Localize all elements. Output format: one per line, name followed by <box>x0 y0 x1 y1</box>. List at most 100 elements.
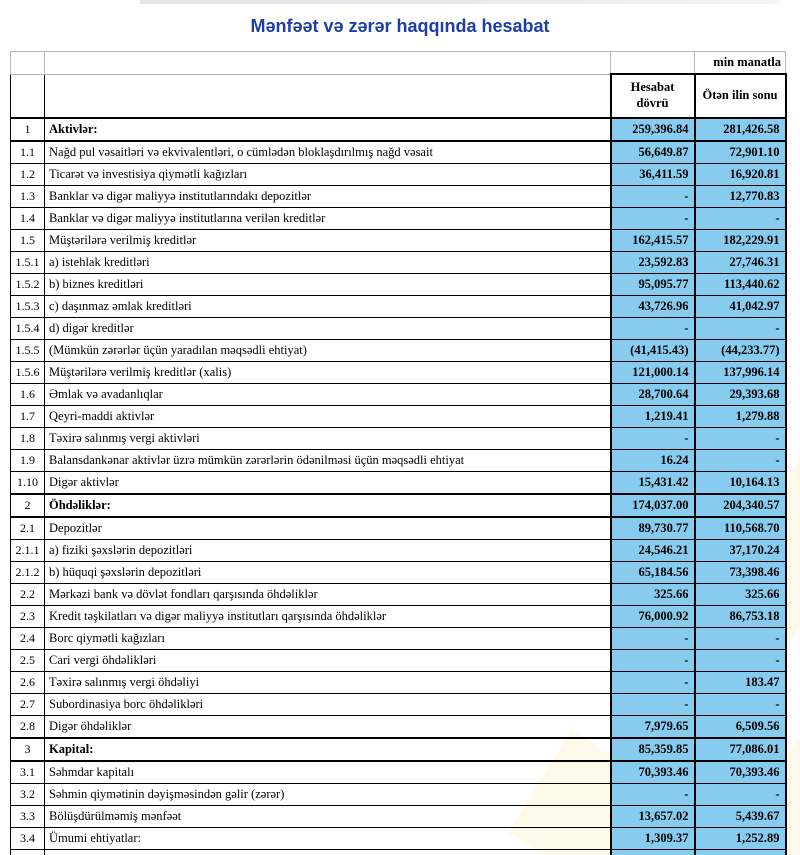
current-period-value: 23,592.83 <box>609 250 695 274</box>
table-row: 3.4.1a) kreditlər, lizinqlər və digər tə… <box>10 848 787 855</box>
current-period-value: - <box>609 648 695 672</box>
table-row: 3.2 Səhmin qiymətinin dəyişməsindən gəlir… <box>10 782 787 806</box>
previous-period-value: - <box>693 626 787 650</box>
current-period-value: 1,219.41 <box>609 404 695 428</box>
table-row: 1.9 Balansdankənar aktivlər üzrə mümkün z… <box>10 448 787 472</box>
row-number: 2.7 <box>10 692 45 716</box>
row-number: 1.5.5 <box>10 338 45 362</box>
previous-period-value: - <box>693 448 787 472</box>
table-row: 2.1.1 a) fiziki şəxslərin depozitləri 24,5… <box>10 538 787 562</box>
row-number: 3 <box>10 736 45 762</box>
current-period-value: 1,168.41 <box>609 848 695 855</box>
table-row: 1.5.5 (Mümkün zərərlər üçün yaradılan məq… <box>10 338 787 362</box>
previous-period-value: 16,920.81 <box>693 162 787 186</box>
row-number: 3.4 <box>10 826 45 850</box>
row-number: 1.6 <box>10 382 45 406</box>
previous-period-value: 73,398.46 <box>693 560 787 584</box>
row-label: Digər aktivlər <box>44 470 611 494</box>
current-period-value: 28,700.64 <box>609 382 695 406</box>
current-period-value: 15,431.42 <box>609 470 695 494</box>
row-label: a) kreditlər, lizinqlər və digər tələblə… <box>44 848 611 855</box>
table-row: 2.4 Borc qiymətli kağızları - - <box>10 626 787 650</box>
previous-period-value: 77,086.01 <box>693 736 787 762</box>
current-period-value: - <box>609 670 695 694</box>
previous-period-value: 1,157.65 <box>693 848 787 855</box>
previous-period-value: - <box>693 782 787 806</box>
table-row: 2.8 Digər öhdəliklər 7,979.65 6,509.56 <box>10 714 787 738</box>
row-label: Subordinasiya borc öhdəlikləri <box>44 692 611 716</box>
row-label: Öhdəliklər: <box>44 492 611 518</box>
previous-period-value: 183.47 <box>693 670 787 694</box>
table-row: 1.5.4 d) digər kreditlər - - <box>10 316 787 340</box>
row-label: Borc qiymətli kağızları <box>44 626 611 650</box>
previous-period-value: 1,252.89 <box>693 826 787 850</box>
row-number: 1.1 <box>10 140 45 164</box>
previous-period-value: 110,568.70 <box>693 516 787 540</box>
previous-period-value: - <box>693 426 787 450</box>
row-label: Nağd pul vəsaitləri və ekvivalentləri, o… <box>44 140 611 164</box>
row-label: Balansdankənar aktivlər üzrə mümkün zərə… <box>44 448 611 472</box>
table-row: 3.3 Bölüşdürülməmiş mənfəət 13,657.02 5,439… <box>10 804 787 828</box>
row-number: 2.1.1 <box>10 538 45 562</box>
row-label: Mərkəzi bank və dövlət fondları qarşısın… <box>44 582 611 606</box>
row-number: 1.3 <box>10 184 45 208</box>
row-label: Müştərilərə verilmiş kreditlər (xalis) <box>44 360 611 384</box>
previous-period-value: 12,770.83 <box>693 184 787 208</box>
current-period-value: - <box>609 782 695 806</box>
table-row: 2.6 Təxirə salınmış vergi öhdəliyi -183.47 <box>10 670 787 694</box>
table-row: 1.6 Əmlak və avadanlıqlar 28,700.64 29,393.… <box>10 382 787 406</box>
current-period-value: - <box>609 184 695 208</box>
empty-cell <box>44 51 611 75</box>
row-label: d) digər kreditlər <box>44 316 611 340</box>
current-period-value: - <box>609 316 695 340</box>
row-label: a) fiziki şəxslərin depozitləri <box>44 538 611 562</box>
row-label: Müştərilərə verilmiş kreditlər <box>44 228 611 252</box>
row-label: Səhmin qiymətinin dəyişməsindən gəlir (z… <box>44 782 611 806</box>
current-period-value: 7,979.65 <box>609 714 695 738</box>
table-row: 1.1 Nağd pul vəsaitləri və ekvivalentləri… <box>10 140 787 164</box>
table-row: 1.5.1 a) istehlak kreditləri 23,592.83 27,7… <box>10 250 787 274</box>
previous-period-value: 72,901.10 <box>693 140 787 164</box>
row-label: Səhmdar kapitalı <box>44 760 611 784</box>
table-row: 1.5 Müştərilərə verilmiş kreditlər 162,415… <box>10 228 787 252</box>
current-period-value: 43,726.96 <box>609 294 695 318</box>
row-number: 1.5.2 <box>10 272 45 296</box>
previous-period-value: 182,229.91 <box>693 228 787 252</box>
row-number: 3.3 <box>10 804 45 828</box>
previous-period-value: 37,170.24 <box>693 538 787 562</box>
current-period-value: 13,657.02 <box>609 804 695 828</box>
row-number: 1.5.6 <box>10 360 45 384</box>
table-row: 1.5.3 c) daşınmaz əmlak kreditləri 43,726.… <box>10 294 787 318</box>
row-number: 3.4.1 <box>10 848 45 855</box>
previous-period-value: 10,164.13 <box>693 470 787 494</box>
previous-period-value: 113,440.62 <box>693 272 787 296</box>
row-label: c) daşınmaz əmlak kreditləri <box>44 294 611 318</box>
previous-period-value: 204,340.57 <box>693 492 787 518</box>
report-table-body: 1 Aktivlər: 259,396.84 281,426.58 1.1 Nağd pu… <box>10 116 787 855</box>
row-label: Depozitlər <box>44 516 611 540</box>
previous-period-value: 29,393.68 <box>693 382 787 406</box>
empty-cell <box>10 51 45 75</box>
current-period-value: 24,546.21 <box>609 538 695 562</box>
current-period-value: 56,649.87 <box>609 140 695 164</box>
table-row: 3.4 Ümumi ehtiyatlar: 1,309.37 1,252.89 <box>10 826 787 850</box>
row-number: 3.2 <box>10 782 45 806</box>
row-number: 1.5.4 <box>10 316 45 340</box>
current-period-value: 70,393.46 <box>609 760 695 784</box>
row-number: 1.5.3 <box>10 294 45 318</box>
row-number: 1.5 <box>10 228 45 252</box>
table-row: 1.5.6 Müştərilərə verilmiş kreditlər (xal… <box>10 360 787 384</box>
table-row: 2.7 Subordinasiya borc öhdəlikləri - - <box>10 692 787 716</box>
previous-period-value: 1,279.88 <box>693 404 787 428</box>
current-period-value: 36,411.59 <box>609 162 695 186</box>
table-row: 1.5.2 b) biznes kreditləri 95,095.77 113,44… <box>10 272 787 296</box>
unit-row: min manatla <box>10 51 786 75</box>
row-label: Əmlak və avadanlıqlar <box>44 382 611 406</box>
current-period-value: (41,415.43) <box>609 338 695 362</box>
table-row: 3.1 Səhmdar kapitalı 70,393.46 70,393.46 <box>10 760 787 784</box>
row-label: b) hüquqi şəxslərin depozitləri <box>44 560 611 584</box>
table-row: 2.5 Cari vergi öhdəlikləri - - <box>10 648 787 672</box>
previous-period-value: 137,996.14 <box>693 360 787 384</box>
current-period-value: 121,000.14 <box>609 360 695 384</box>
current-period-value: 76,000.92 <box>609 604 695 628</box>
